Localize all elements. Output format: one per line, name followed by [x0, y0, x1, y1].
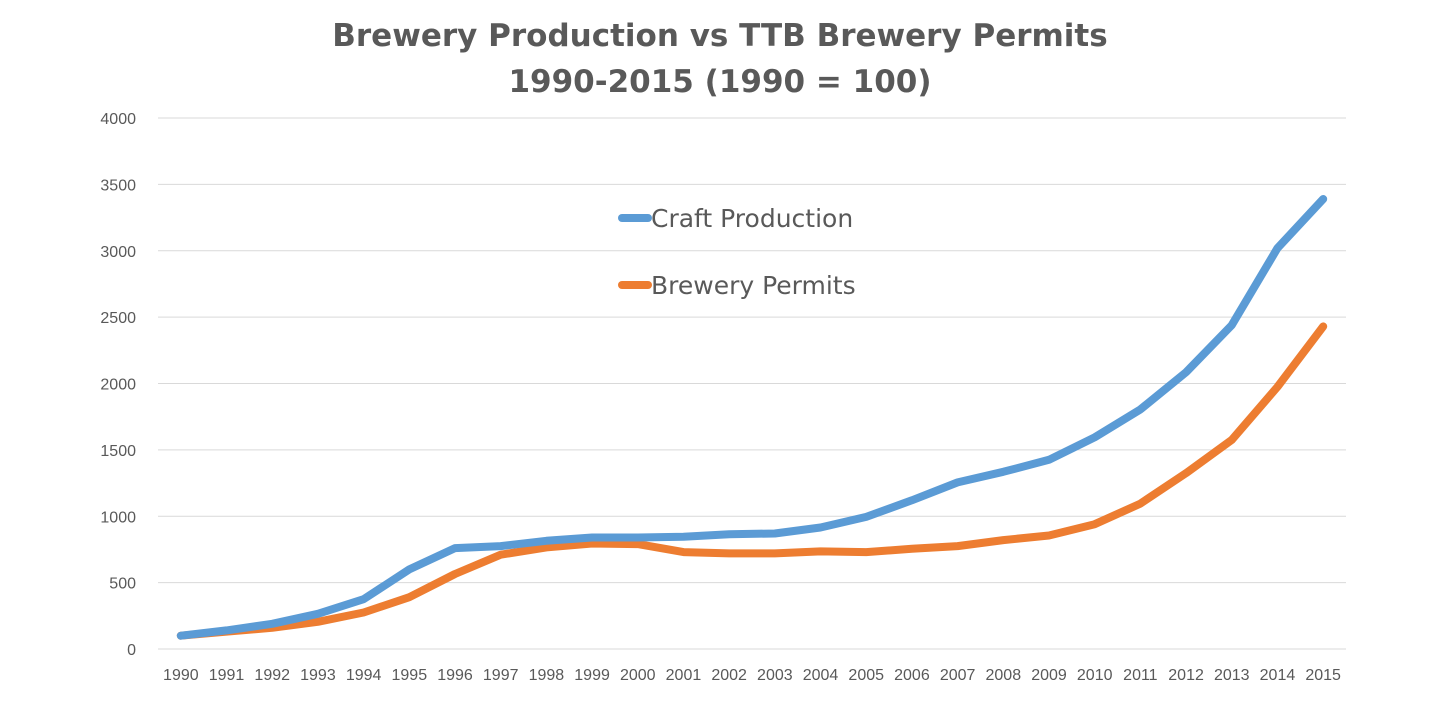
- y-tick-label: 0: [127, 642, 136, 659]
- x-tick-label: 2010: [1077, 667, 1113, 684]
- y-tick-label: 3000: [100, 244, 136, 261]
- x-tick-label: 1990: [163, 667, 199, 684]
- y-tick-label: 1000: [100, 509, 136, 526]
- legend-label-brewery-permits: Brewery Permits: [651, 271, 856, 300]
- x-tick-label: 2013: [1214, 667, 1250, 684]
- x-tick-label: 2009: [1031, 667, 1067, 684]
- x-tick-label: 2008: [986, 667, 1022, 684]
- x-tick-label: 2003: [757, 667, 793, 684]
- y-tick-label: 2500: [100, 310, 136, 327]
- x-tick-label: 2011: [1123, 667, 1158, 684]
- x-tick-label: 1991: [209, 667, 245, 684]
- x-tick-label: 2015: [1305, 667, 1341, 684]
- x-tick-label: 2005: [848, 667, 884, 684]
- x-axis-ticks: 1990 1991 1992 1993 1994 1995 1996 1997 1998 1999…: [163, 667, 1341, 684]
- legend-label-craft-production: Craft Production: [651, 204, 853, 233]
- x-tick-label: 1997: [483, 667, 519, 684]
- x-tick-label: 2001: [666, 667, 702, 684]
- series-line-craft-production: [176, 195, 1328, 640]
- y-tick-label: 500: [109, 576, 136, 593]
- x-tick-label: 2000: [620, 667, 656, 684]
- x-tick-label: 1994: [346, 667, 382, 684]
- x-tick-label: 2007: [940, 667, 976, 684]
- y-tick-label: 2000: [100, 377, 136, 394]
- y-axis-ticks: 0 500 1000 1500 2000 2500 3000 3500 4000: [100, 111, 136, 659]
- x-tick-label: 1996: [437, 667, 473, 684]
- x-tick-label: 1993: [300, 667, 336, 684]
- y-tick-label: 1500: [100, 443, 136, 460]
- x-tick-label: 1999: [574, 667, 610, 684]
- y-tick-label: 3500: [100, 177, 136, 194]
- legend: Craft Production Brewery Permits: [618, 204, 856, 300]
- x-tick-label: 2004: [803, 667, 839, 684]
- chart-title: Brewery Production vs TTB Brewery Permit…: [332, 18, 1107, 54]
- series-line-brewery-permits: [176, 322, 1328, 640]
- series-lines: [176, 195, 1328, 640]
- x-tick-label: 1995: [392, 667, 428, 684]
- y-tick-label: 4000: [100, 111, 136, 128]
- chart-subtitle: 1990-2015 (1990 = 100): [508, 64, 931, 100]
- x-tick-label: 2014: [1260, 667, 1296, 684]
- x-tick-label: 2006: [894, 667, 930, 684]
- x-tick-label: 2002: [711, 667, 747, 684]
- x-tick-label: 1992: [254, 667, 290, 684]
- gridlines: [158, 117, 1346, 650]
- x-tick-label: 2012: [1168, 667, 1204, 684]
- x-tick-label: 1998: [529, 667, 565, 684]
